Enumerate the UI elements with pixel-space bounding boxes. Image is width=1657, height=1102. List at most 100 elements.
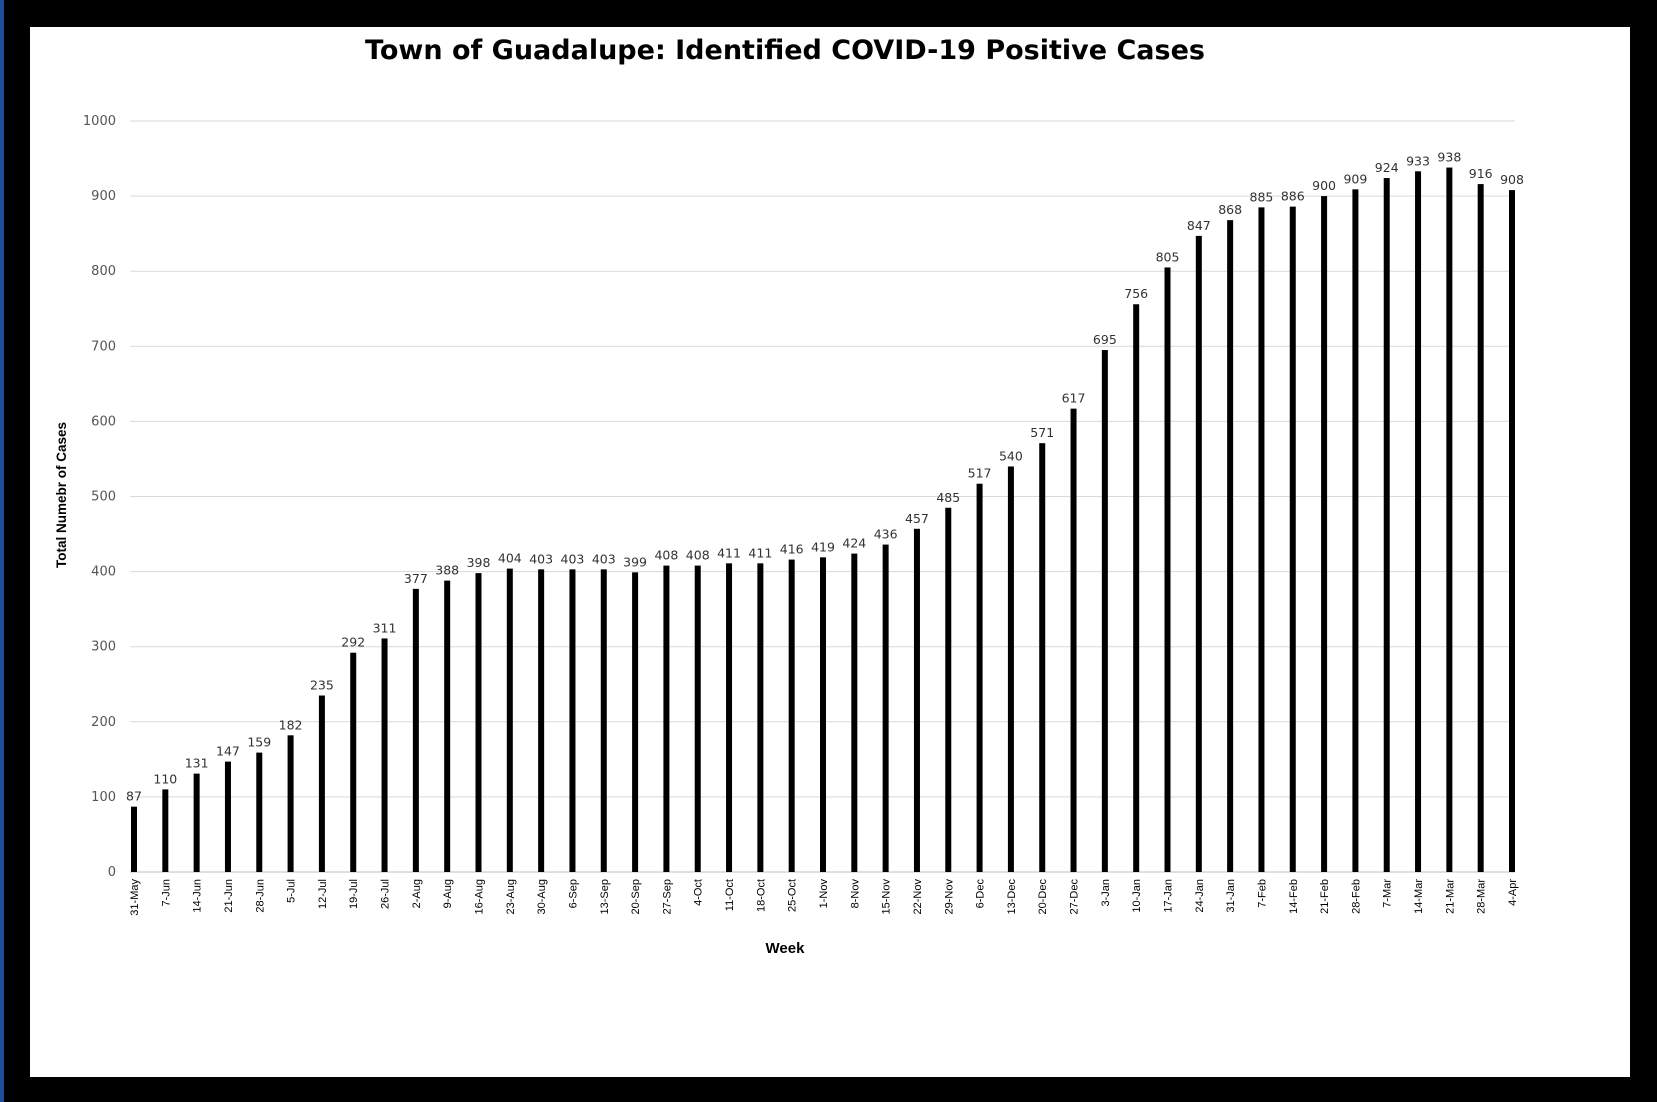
x-tick-label: 10-Jan xyxy=(1131,879,1143,913)
x-tick-label: 23-Aug xyxy=(505,879,517,914)
chart-panel: Town of Guadalupe: Identified COVID-19 P… xyxy=(30,27,1630,1077)
data-label: 924 xyxy=(1375,160,1399,175)
bar xyxy=(663,565,670,872)
bar xyxy=(1477,184,1484,873)
bar xyxy=(1101,350,1108,872)
y-tick-label: 500 xyxy=(91,490,116,505)
x-tick-label: 2-Aug xyxy=(411,879,423,908)
bar xyxy=(538,569,545,872)
data-label: 235 xyxy=(310,678,334,693)
bar xyxy=(851,553,858,872)
x-tick-label: 30-Aug xyxy=(536,879,548,914)
data-label: 933 xyxy=(1406,153,1430,168)
x-tick-label: 31-May xyxy=(129,879,141,916)
x-tick-label: 21-Feb xyxy=(1319,879,1331,914)
x-tick-label: 28-Jun xyxy=(254,879,266,913)
y-tick-label: 900 xyxy=(91,189,116,204)
x-tick-label: 15-Nov xyxy=(881,879,893,915)
y-axis-title: Total Numebr of Cases xyxy=(54,422,69,568)
bar xyxy=(1446,167,1453,872)
data-label: 159 xyxy=(247,735,271,750)
bar xyxy=(1070,408,1077,872)
x-tick-label: 4-Apr xyxy=(1507,879,1519,906)
bar xyxy=(444,580,451,872)
data-label: 411 xyxy=(717,545,741,560)
x-tick-label: 28-Feb xyxy=(1350,879,1362,914)
data-label: 311 xyxy=(373,620,397,635)
x-tick-label: 25-Oct xyxy=(787,879,799,912)
x-tick-label: 18-Oct xyxy=(755,879,767,912)
x-tick-label: 20-Dec xyxy=(1037,879,1049,915)
bar xyxy=(788,559,795,872)
bar xyxy=(1227,220,1234,872)
data-label: 571 xyxy=(1030,425,1054,440)
data-label: 419 xyxy=(811,539,835,554)
x-tick-label: 6-Sep xyxy=(567,879,579,908)
x-tick-label: 12-Jul xyxy=(317,879,329,909)
data-label: 938 xyxy=(1437,150,1461,165)
data-label: 388 xyxy=(435,563,459,578)
bars xyxy=(131,167,1515,873)
x-tick-label: 28-Mar xyxy=(1476,879,1488,914)
y-tick-label: 800 xyxy=(91,264,116,279)
chart-title: Town of Guadalupe: Identified COVID-19 P… xyxy=(365,35,1205,66)
x-tick-label: 20-Sep xyxy=(630,879,642,914)
chart: Town of Guadalupe: Identified COVID-19 P… xyxy=(54,35,1524,957)
data-label: 805 xyxy=(1156,249,1180,264)
x-tick-label: 26-Jul xyxy=(380,879,392,909)
bar xyxy=(1352,189,1359,872)
bar xyxy=(569,569,576,872)
bar xyxy=(1383,178,1390,873)
data-label: 403 xyxy=(592,551,616,566)
x-axis-ticks: 31-May 7-Jun 14-Jun 21-Jun 28-Jun 5-Jul 12-Jul… xyxy=(129,879,1519,916)
bar xyxy=(475,573,482,872)
bar xyxy=(600,569,607,872)
x-tick-label: 14-Feb xyxy=(1288,879,1300,914)
x-tick-label: 11-Oct xyxy=(724,879,736,911)
bar xyxy=(318,695,325,872)
data-label: 408 xyxy=(654,548,678,563)
data-label: 424 xyxy=(842,536,866,551)
data-label: 147 xyxy=(216,744,240,759)
data-label: 885 xyxy=(1250,189,1274,204)
x-tick-label: 24-Jan xyxy=(1194,879,1206,913)
bar xyxy=(224,761,231,872)
bar xyxy=(506,568,513,872)
bar xyxy=(726,563,733,872)
x-tick-label: 22-Nov xyxy=(912,879,924,915)
x-tick-label: 27-Dec xyxy=(1069,879,1081,915)
data-label: 403 xyxy=(529,551,553,566)
bar xyxy=(1415,171,1422,872)
bar xyxy=(1133,304,1140,872)
data-label: 110 xyxy=(153,771,177,786)
x-tick-label: 7-Jun xyxy=(160,879,172,907)
x-tick-label: 14-Jun xyxy=(192,879,204,913)
bar xyxy=(694,565,701,872)
bar xyxy=(820,557,826,872)
x-tick-label: 21-Mar xyxy=(1444,879,1456,914)
x-tick-label: 16-Aug xyxy=(474,879,486,914)
bar xyxy=(976,483,983,872)
data-label: 398 xyxy=(467,555,491,570)
y-tick-label: 400 xyxy=(91,565,116,580)
data-label: 404 xyxy=(498,551,522,566)
bar xyxy=(882,544,889,872)
data-label: 485 xyxy=(936,490,960,505)
x-tick-label: 13-Sep xyxy=(599,879,611,914)
data-label: 909 xyxy=(1343,171,1367,186)
x-tick-label: 8-Nov xyxy=(849,879,861,909)
data-label: 756 xyxy=(1124,286,1148,301)
y-tick-label: 700 xyxy=(91,339,116,354)
data-label: 540 xyxy=(999,448,1023,463)
data-label: 900 xyxy=(1312,178,1336,193)
x-tick-label: 5-Jul xyxy=(286,879,298,903)
y-axis-ticks: 0 100 200 300 400 500 600 700 800 900 1000 xyxy=(83,114,116,880)
frame-edge xyxy=(0,0,4,1102)
data-label: 617 xyxy=(1062,391,1086,406)
bar xyxy=(1509,190,1515,873)
data-label: 292 xyxy=(341,635,365,650)
x-tick-label: 21-Jun xyxy=(223,879,235,913)
bar xyxy=(287,735,294,872)
bar xyxy=(1039,443,1046,872)
bar xyxy=(1007,466,1014,872)
